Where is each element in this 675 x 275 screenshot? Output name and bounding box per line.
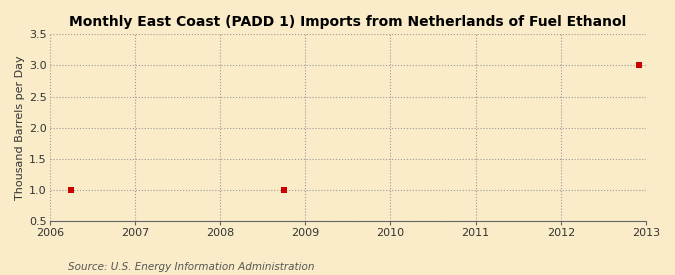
Y-axis label: Thousand Barrels per Day: Thousand Barrels per Day xyxy=(15,55,25,200)
Text: Source: U.S. Energy Information Administration: Source: U.S. Energy Information Administ… xyxy=(68,262,314,272)
Title: Monthly East Coast (PADD 1) Imports from Netherlands of Fuel Ethanol: Monthly East Coast (PADD 1) Imports from… xyxy=(70,15,626,29)
